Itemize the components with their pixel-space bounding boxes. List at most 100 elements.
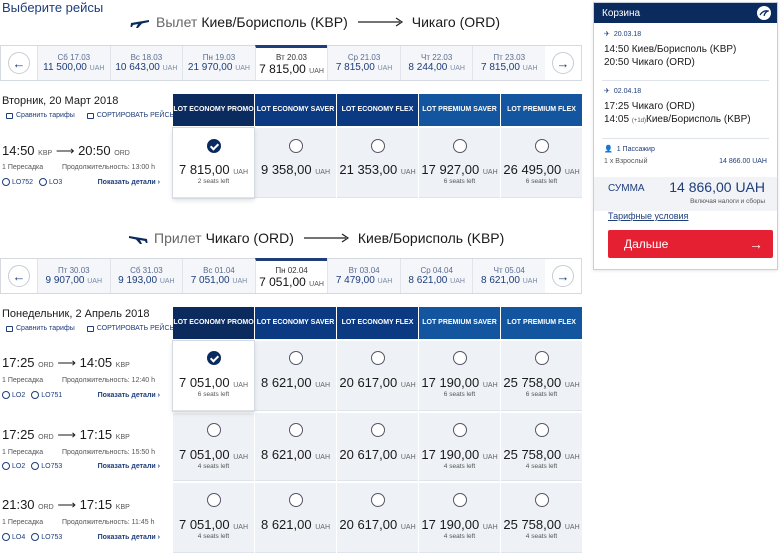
radio-unchecked[interactable] bbox=[370, 351, 385, 365]
lot-logo-icon bbox=[31, 391, 40, 399]
fare-option[interactable]: 25 758,00 UAH 4 seats left bbox=[501, 413, 582, 481]
show-details-link[interactable]: Показать детали › bbox=[97, 179, 160, 186]
radio-unchecked[interactable] bbox=[452, 493, 467, 507]
fare-option[interactable]: 7 815,00 UAH 2 seats left bbox=[173, 128, 254, 198]
next-dates-button[interactable]: → bbox=[545, 259, 581, 293]
fare-header: LOT PREMIUM FLEX bbox=[501, 307, 582, 339]
date-option[interactable]: Вт 03.04 7 479,00 UAH bbox=[327, 259, 400, 293]
arrow-right-icon: → bbox=[552, 265, 575, 287]
radio-unchecked[interactable] bbox=[206, 423, 221, 437]
fare-terms-link[interactable]: Тарифные условия bbox=[608, 211, 689, 221]
prev-dates-button[interactable]: ← bbox=[1, 259, 37, 293]
date-option[interactable]: Ср 21.03 7 815,00 UAH bbox=[327, 46, 400, 80]
radio-unchecked[interactable] bbox=[370, 493, 385, 507]
total-label: СУММА bbox=[608, 183, 645, 194]
chevron-right-icon: › bbox=[157, 179, 160, 186]
fare-option[interactable]: 9 358,00 UAH bbox=[255, 128, 336, 198]
date-option-selected[interactable]: Пн 02.04 7 051,00 UAH bbox=[254, 258, 328, 293]
radio-checked[interactable] bbox=[206, 351, 221, 365]
radio-checked[interactable] bbox=[206, 139, 221, 153]
fare-option[interactable]: 17 190,00 UAH 4 seats left bbox=[419, 413, 500, 481]
radio-unchecked[interactable] bbox=[288, 351, 303, 365]
compare-fares-link[interactable]: Сравнить тарифы bbox=[6, 325, 75, 332]
fare-header: LOT ECONOMY FLEX bbox=[337, 307, 418, 339]
plane-departure-icon: ✈ bbox=[604, 31, 610, 38]
fare-option[interactable]: 20 617,00 UAH bbox=[337, 483, 418, 553]
cart-total: СУММА 14 866,00 UAH Включая налоги и сбо… bbox=[594, 177, 777, 211]
lot-logo-icon bbox=[39, 178, 48, 186]
show-details-link[interactable]: Показать детали › bbox=[97, 534, 160, 541]
plane-departure-icon bbox=[130, 20, 149, 28]
show-details-link[interactable]: Показать детали › bbox=[97, 463, 160, 470]
fare-header: LOT PREMIUM SAVER bbox=[419, 94, 500, 126]
fare-option[interactable]: 17 190,00 UAH 6 seats left bbox=[419, 341, 500, 411]
fare-option[interactable]: 7 051,00 UAH 6 seats left bbox=[173, 341, 254, 411]
radio-unchecked[interactable] bbox=[370, 139, 385, 153]
date-option[interactable]: Сб 17.03 11 500,00 UAH bbox=[37, 46, 110, 80]
date-option[interactable]: Вс 01.04 7 051,00 UAH bbox=[182, 259, 255, 293]
fare-option[interactable]: 21 353,00 UAH bbox=[337, 128, 418, 198]
chevron-right-icon: › bbox=[157, 392, 160, 399]
inbound-date-label: Понедельник, 2 Апрель 2018 bbox=[2, 308, 150, 320]
fare-option[interactable]: 25 758,00 UAH 6 seats left bbox=[501, 341, 582, 411]
outbound-route-header: Вылет Киев/Борисполь (KBP) Чикаго (ORD) bbox=[130, 14, 500, 30]
date-option[interactable]: Пт 30.03 9 907,00 UAH bbox=[37, 259, 110, 293]
plane-arrival-icon bbox=[129, 236, 148, 244]
radio-unchecked[interactable] bbox=[452, 423, 467, 437]
date-option[interactable]: Вс 18.03 10 643,00 UAH bbox=[109, 46, 183, 80]
radio-unchecked[interactable] bbox=[534, 423, 549, 437]
show-details-link[interactable]: Показать детали › bbox=[97, 392, 160, 399]
radio-unchecked[interactable] bbox=[452, 139, 467, 153]
outbound-date-strip: ← Сб 17.03 11 500,00 UAH Вс 18.03 10 643,0… bbox=[0, 45, 582, 81]
fare-header: LOT ECONOMY FLEX bbox=[337, 94, 418, 126]
route-kind: Вылет bbox=[156, 14, 198, 30]
compare-fares-link[interactable]: Сравнить тарифы bbox=[6, 112, 75, 119]
cart-panel: Корзина ✈ 20.03.18 14:50 Киев/Борисполь (… bbox=[593, 2, 778, 270]
radio-unchecked[interactable] bbox=[370, 423, 385, 437]
radio-unchecked[interactable] bbox=[534, 493, 549, 507]
radio-unchecked[interactable] bbox=[288, 139, 303, 153]
fare-option[interactable]: 17 190,00 UAH 4 seats left bbox=[419, 483, 500, 553]
prev-dates-button[interactable]: ← bbox=[1, 46, 37, 80]
radio-unchecked[interactable] bbox=[534, 351, 549, 365]
flight-info: 17:25 ORD ⟶ 17:15 KBP 1 Пересадка Продол… bbox=[2, 427, 160, 470]
lot-logo-icon bbox=[2, 533, 10, 541]
fare-option[interactable]: 8 621,00 UAH bbox=[255, 483, 336, 553]
arrow-left-icon: ← bbox=[8, 265, 30, 287]
next-button[interactable]: Дальше → bbox=[608, 230, 773, 258]
outbound-tools: Сравнить тарифы СОРТИРОВАТЬ РЕЙСЫ bbox=[6, 112, 176, 119]
radio-unchecked[interactable] bbox=[452, 351, 467, 365]
fare-option[interactable]: 7 051,00 UAH 4 seats left bbox=[173, 413, 254, 481]
fare-option[interactable]: 17 927,00 UAH 6 seats left bbox=[419, 128, 500, 198]
radio-unchecked[interactable] bbox=[534, 139, 549, 153]
date-option[interactable]: Ср 04.04 8 621,00 UAH bbox=[399, 259, 473, 293]
inbound-date-strip: ← Пт 30.03 9 907,00 UAH Сб 31.03 9 193,00 … bbox=[0, 258, 582, 294]
route-kind: Прилет bbox=[154, 230, 202, 246]
chevron-right-icon: › bbox=[157, 534, 160, 541]
date-option[interactable]: Пт 23.03 7 815,00 UAH bbox=[472, 46, 546, 80]
fare-option[interactable]: 8 621,00 UAH bbox=[255, 413, 336, 481]
date-option-selected[interactable]: Вт 20.03 7 815,00 UAH bbox=[254, 45, 328, 80]
date-option[interactable]: Пн 19.03 21 970,00 UAH bbox=[182, 46, 255, 80]
sort-flights-link[interactable]: СОРТИРОВАТЬ РЕЙСЫ bbox=[86, 325, 176, 332]
sort-flights-link[interactable]: СОРТИРОВАТЬ РЕЙСЫ bbox=[86, 112, 176, 119]
chevron-right-icon: › bbox=[157, 463, 160, 470]
fare-option[interactable]: 8 621,00 UAH bbox=[255, 341, 336, 411]
fare-option[interactable]: 26 495,00 UAH 6 seats left bbox=[501, 128, 582, 198]
flight-info: 14:50 KBP ⟶ 20:50 ORD 1 Пересадка Продол… bbox=[2, 143, 160, 186]
fare-option[interactable]: 25 758,00 UAH 4 seats left bbox=[501, 483, 582, 553]
radio-unchecked[interactable] bbox=[288, 423, 303, 437]
fare-option[interactable]: 20 617,00 UAH bbox=[337, 341, 418, 411]
fare-option[interactable]: 7 051,00 UAH 4 seats left bbox=[173, 483, 254, 553]
flight-row: 17:25 ORD ⟶ 17:15 KBP 1 Пересадка Продол… bbox=[0, 413, 582, 481]
date-option[interactable]: Чт 22.03 8 244,00 UAH bbox=[399, 46, 473, 80]
radio-unchecked[interactable] bbox=[206, 493, 221, 507]
plane-arrival-icon: ✈ bbox=[604, 88, 610, 95]
radio-unchecked[interactable] bbox=[288, 493, 303, 507]
date-option[interactable]: Сб 31.03 9 193,00 UAH bbox=[109, 259, 183, 293]
fare-header: LOT ECONOMY PROMO bbox=[173, 94, 254, 126]
fare-option[interactable]: 20 617,00 UAH bbox=[337, 413, 418, 481]
date-option[interactable]: Чт 05.04 8 621,00 UAH bbox=[472, 259, 546, 293]
next-dates-button[interactable]: → bbox=[545, 46, 581, 80]
route-from: Киев/Борисполь (KBP) bbox=[201, 14, 348, 30]
